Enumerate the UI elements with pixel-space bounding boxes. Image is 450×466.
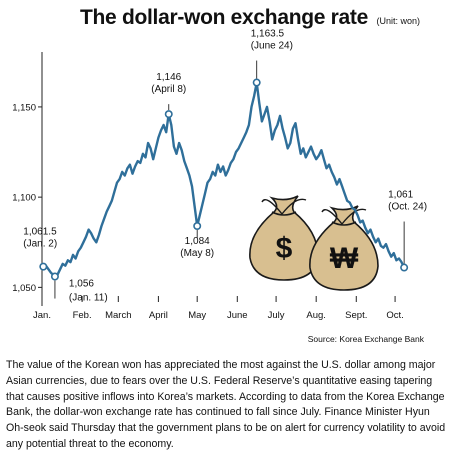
annotation-value: 1,061 [388,190,413,201]
unit-label: (Unit: won) [376,16,420,26]
annotation-marker [164,110,173,119]
series-line [42,81,406,278]
x-tick-label: May [188,310,206,321]
annotation-marker [50,272,59,281]
annotation-value: 1,163.5 [251,29,285,40]
dollar-money-bag-icon [249,195,319,281]
exchange-rate-chart: 1,050 1,100 1,150 Jan. Feb. March April May June… [12,29,427,344]
y-tick-label: 1,150 [12,102,36,113]
annotation-date: (Jan. 2) [23,239,57,250]
x-tick-label: Sept. [345,310,367,321]
annotation-date: (April 8) [151,84,186,95]
caption-text: The value of the Korean won has apprecia… [6,359,446,450]
x-tick-label: March [105,310,131,321]
annotation-marker [193,222,202,231]
annotation-value: 1,146 [156,72,181,83]
annotation-date: (Jan. 11) [69,293,108,304]
annotation-value: 1,084 [185,236,210,247]
y-tick-label: 1,050 [12,283,36,294]
y-tick-label: 1,100 [12,193,36,204]
annotation-value: 1,061.5 [23,227,57,238]
annotation-marker [400,263,409,272]
annotation-marker [39,262,48,271]
annotation-marker [252,78,261,87]
chart-title-block: The dollar-won exchange rate (Unit: won) [80,6,420,30]
x-tick-label: April [149,310,168,321]
x-tick-label: Oct. [386,310,403,321]
annotation-date: (Oct. 24) [388,202,427,213]
chart-title: The dollar-won exchange rate [80,6,368,29]
annotation-date: (May 8) [180,248,214,259]
source-note: Source: Korea Exchange Bank [308,334,425,344]
x-tick-label: July [268,310,285,321]
dollar-symbol: $ [276,232,293,265]
x-tick-label: Feb. [73,310,92,321]
x-tick-label: June [227,310,248,321]
won-symbol: ₩ [330,242,359,275]
x-tick-label: Aug. [306,310,326,321]
annotation-value: 1,056 [69,279,94,290]
annotation-date: (June 24) [251,41,293,52]
x-tick-label: Jan. [33,310,51,321]
